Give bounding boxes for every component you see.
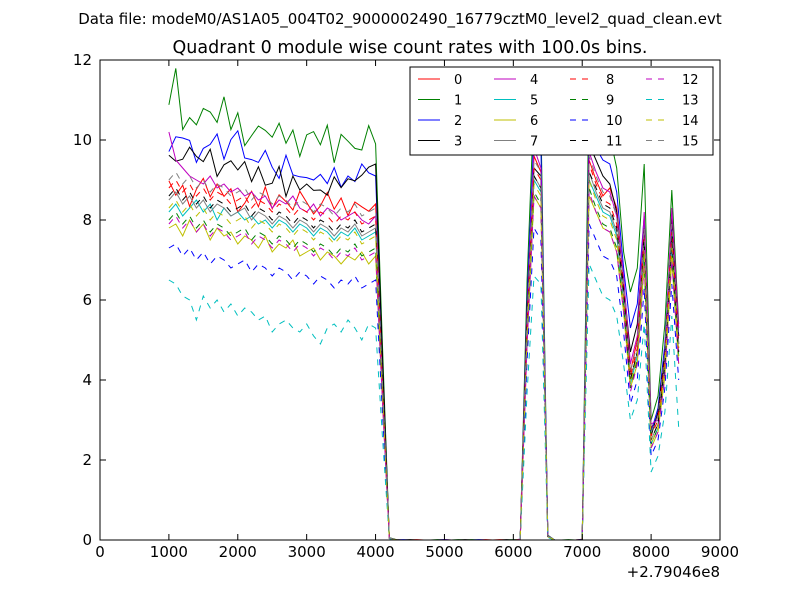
legend-label-13: 13 [682,94,699,109]
series-line-10 [168,223,680,541]
legend-label-7: 7 [530,135,538,150]
series-line-14 [168,179,680,541]
legend-label-2: 2 [454,114,462,129]
y-tick-label: 6 [82,291,92,309]
y-tick-label: 4 [82,371,92,389]
series-line-6 [168,194,680,541]
x-tick-label: 6000 [494,543,532,561]
legend-label-4: 4 [530,73,538,88]
x-tick-label: 2000 [219,543,257,561]
legend-label-3: 3 [454,135,462,150]
series-line-12 [168,191,680,541]
legend-label-1: 1 [454,94,462,109]
legend-label-10: 10 [606,114,623,129]
legend-label-9: 9 [606,94,614,109]
x-tick-label: 4000 [356,543,394,561]
x-tick-label: 7000 [563,543,601,561]
legend-label-14: 14 [682,114,699,129]
series-line-2 [168,125,680,541]
y-tick-label: 2 [82,451,92,469]
series-line-9 [168,187,680,541]
x-tick-label: 8000 [632,543,670,561]
series-line-11 [168,171,680,541]
x-axis-offset-label: +2.79046e8 [627,563,720,581]
y-tick-label: 8 [82,211,92,229]
chart-title: Quadrant 0 module wise count rates with … [173,38,648,58]
x-tick-label: 9000 [701,543,739,561]
legend-label-11: 11 [606,135,623,150]
series-line-13 [168,263,680,541]
y-tick-label: 10 [73,131,92,149]
legend-label-6: 6 [530,114,538,129]
y-tick-label: 0 [82,531,92,549]
series-line-15 [168,155,680,541]
legend-label-15: 15 [682,135,699,150]
x-tick-label: 1000 [150,543,188,561]
x-tick-label: 3000 [288,543,326,561]
x-tick-label: 5000 [425,543,463,561]
legend-label-0: 0 [454,73,462,88]
legend-label-12: 12 [682,73,699,88]
series-line-8 [168,163,680,541]
series-line-3 [168,143,680,541]
series-line-0 [168,155,680,541]
axis-ticks: 0 1000 2000 3000 4000 5000 6000 7000 8000 9000 0 2 4… [73,51,739,561]
legend-label-8: 8 [606,73,614,88]
legend-label-5: 5 [530,94,538,109]
x-tick-label: 0 [95,543,105,561]
figure-suptitle: Data file: modeM0/AS1A05_004T02_90000024… [78,10,722,29]
y-tick-label: 12 [73,51,92,69]
